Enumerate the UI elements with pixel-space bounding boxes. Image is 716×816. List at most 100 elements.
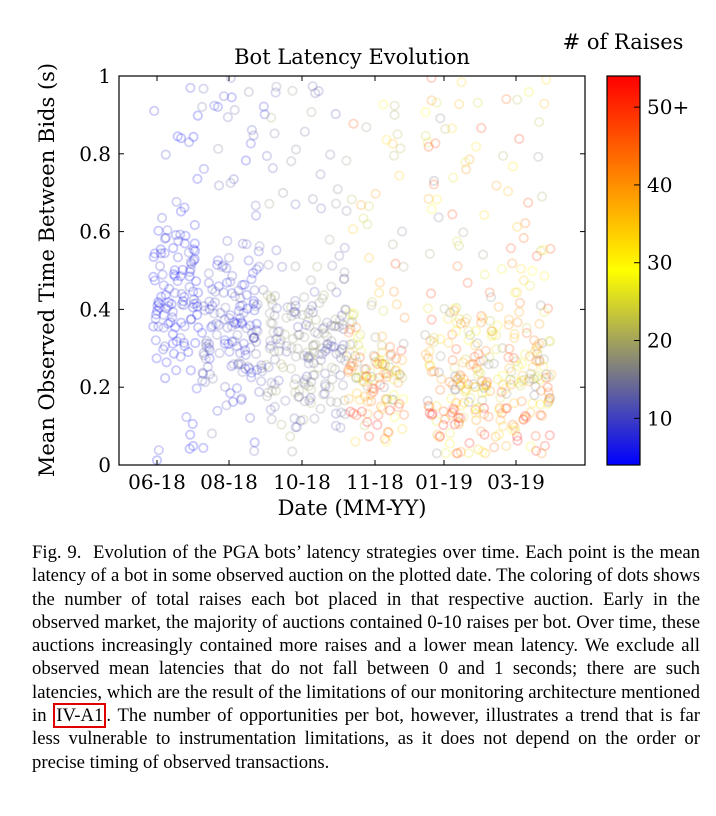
scatter-point — [450, 371, 461, 382]
scatter-point — [155, 244, 166, 255]
scatter-point — [485, 292, 497, 303]
scatter-point — [359, 420, 370, 431]
scatter-point — [495, 392, 506, 403]
scatter-point — [228, 317, 240, 328]
scatter-points — [148, 76, 557, 465]
scatter-point — [374, 277, 385, 288]
scatter-point — [213, 320, 224, 331]
scatter-point — [249, 305, 260, 316]
scatter-point — [207, 284, 218, 295]
scatter-point — [534, 356, 545, 367]
scatter-point — [319, 378, 331, 390]
scatter-point — [470, 141, 482, 152]
scatter-point — [198, 442, 209, 453]
scatter-point — [451, 448, 462, 459]
scatter-point — [290, 387, 301, 398]
scatter-point — [203, 338, 215, 349]
scatter-point — [183, 247, 194, 258]
latency-scatter-figure: Bot Latency Evolution 0 0.2 0.4 0.6 0.8 1 06-… — [35, 30, 689, 520]
scatter-point — [340, 304, 351, 316]
scatter-point — [324, 234, 335, 245]
scatter-point — [337, 319, 348, 330]
scatter-point — [451, 343, 462, 355]
scatter-point — [168, 243, 179, 254]
scatter-point — [525, 441, 536, 452]
scatter-point — [209, 297, 220, 308]
scatter-point — [224, 346, 235, 357]
scatter-point — [211, 318, 222, 329]
section-reference-link[interactable]: IV-A1 — [53, 703, 107, 729]
scatter-point — [201, 335, 212, 346]
scatter-point — [477, 387, 488, 399]
scatter-point — [353, 372, 364, 383]
scatter-point — [149, 275, 160, 286]
scatter-point — [428, 337, 439, 348]
scatter-point — [449, 303, 460, 314]
scatter-point — [444, 438, 456, 449]
scatter-point — [533, 116, 545, 128]
scatter-point — [305, 392, 316, 403]
scatter-point — [259, 109, 270, 120]
scatter-point — [188, 131, 199, 142]
scatter-point — [507, 161, 518, 172]
scatter-point — [440, 448, 451, 459]
scatter-point — [341, 350, 352, 362]
scatter-point — [178, 295, 189, 307]
scatter-point — [473, 348, 484, 359]
scatter-point — [362, 219, 373, 230]
scatter-point — [202, 361, 213, 372]
scatter-point — [152, 300, 163, 311]
scatter-point — [538, 244, 549, 255]
scatter-point — [326, 335, 337, 347]
scatter-point — [481, 376, 493, 388]
scatter-point — [165, 317, 176, 328]
scatter-point — [363, 252, 375, 263]
scatter-point — [486, 326, 498, 337]
scatter-point — [447, 354, 458, 366]
scatter-point — [420, 130, 431, 141]
scatter-point — [347, 224, 359, 235]
scatter-point — [364, 373, 375, 384]
scatter-point — [469, 381, 480, 393]
scatter-point — [533, 338, 545, 349]
scatter-point — [341, 155, 352, 166]
scatter-point — [229, 291, 241, 302]
scatter-point — [452, 373, 464, 384]
scatter-point — [271, 334, 282, 345]
scatter-point — [398, 338, 409, 349]
scatter-point — [206, 428, 217, 439]
scatter-point — [303, 353, 314, 364]
scatter-point — [312, 328, 323, 339]
scatter-point — [423, 141, 434, 152]
scatter-point — [214, 347, 225, 359]
scatter-point — [302, 351, 313, 362]
scatter-point — [542, 398, 553, 409]
scatter-point — [228, 174, 239, 185]
scatter-point — [298, 414, 309, 425]
scatter-point — [192, 110, 203, 121]
y-tick-label: 0.2 — [79, 375, 111, 399]
scatter-point — [440, 123, 451, 135]
scatter-point — [275, 358, 287, 370]
scatter-point — [184, 281, 195, 293]
scatter-point — [513, 360, 524, 372]
scatter-point — [451, 317, 462, 328]
scatter-point — [533, 354, 545, 366]
scatter-point — [463, 326, 474, 337]
scatter-point — [479, 269, 490, 280]
scatter-point — [298, 377, 310, 388]
scatter-point — [451, 236, 463, 247]
scatter-point — [377, 358, 388, 370]
scatter-point — [222, 235, 233, 247]
scatter-point — [363, 431, 375, 442]
scatter-point — [420, 349, 431, 360]
scatter-point — [374, 356, 385, 367]
scatter-point — [540, 372, 552, 383]
scatter-point — [167, 306, 178, 317]
scatter-point — [480, 386, 491, 397]
scatter-point — [361, 371, 372, 382]
scatter-point — [169, 265, 180, 276]
scatter-point — [212, 255, 223, 266]
scatter-point — [301, 371, 312, 382]
scatter-point — [435, 350, 446, 362]
